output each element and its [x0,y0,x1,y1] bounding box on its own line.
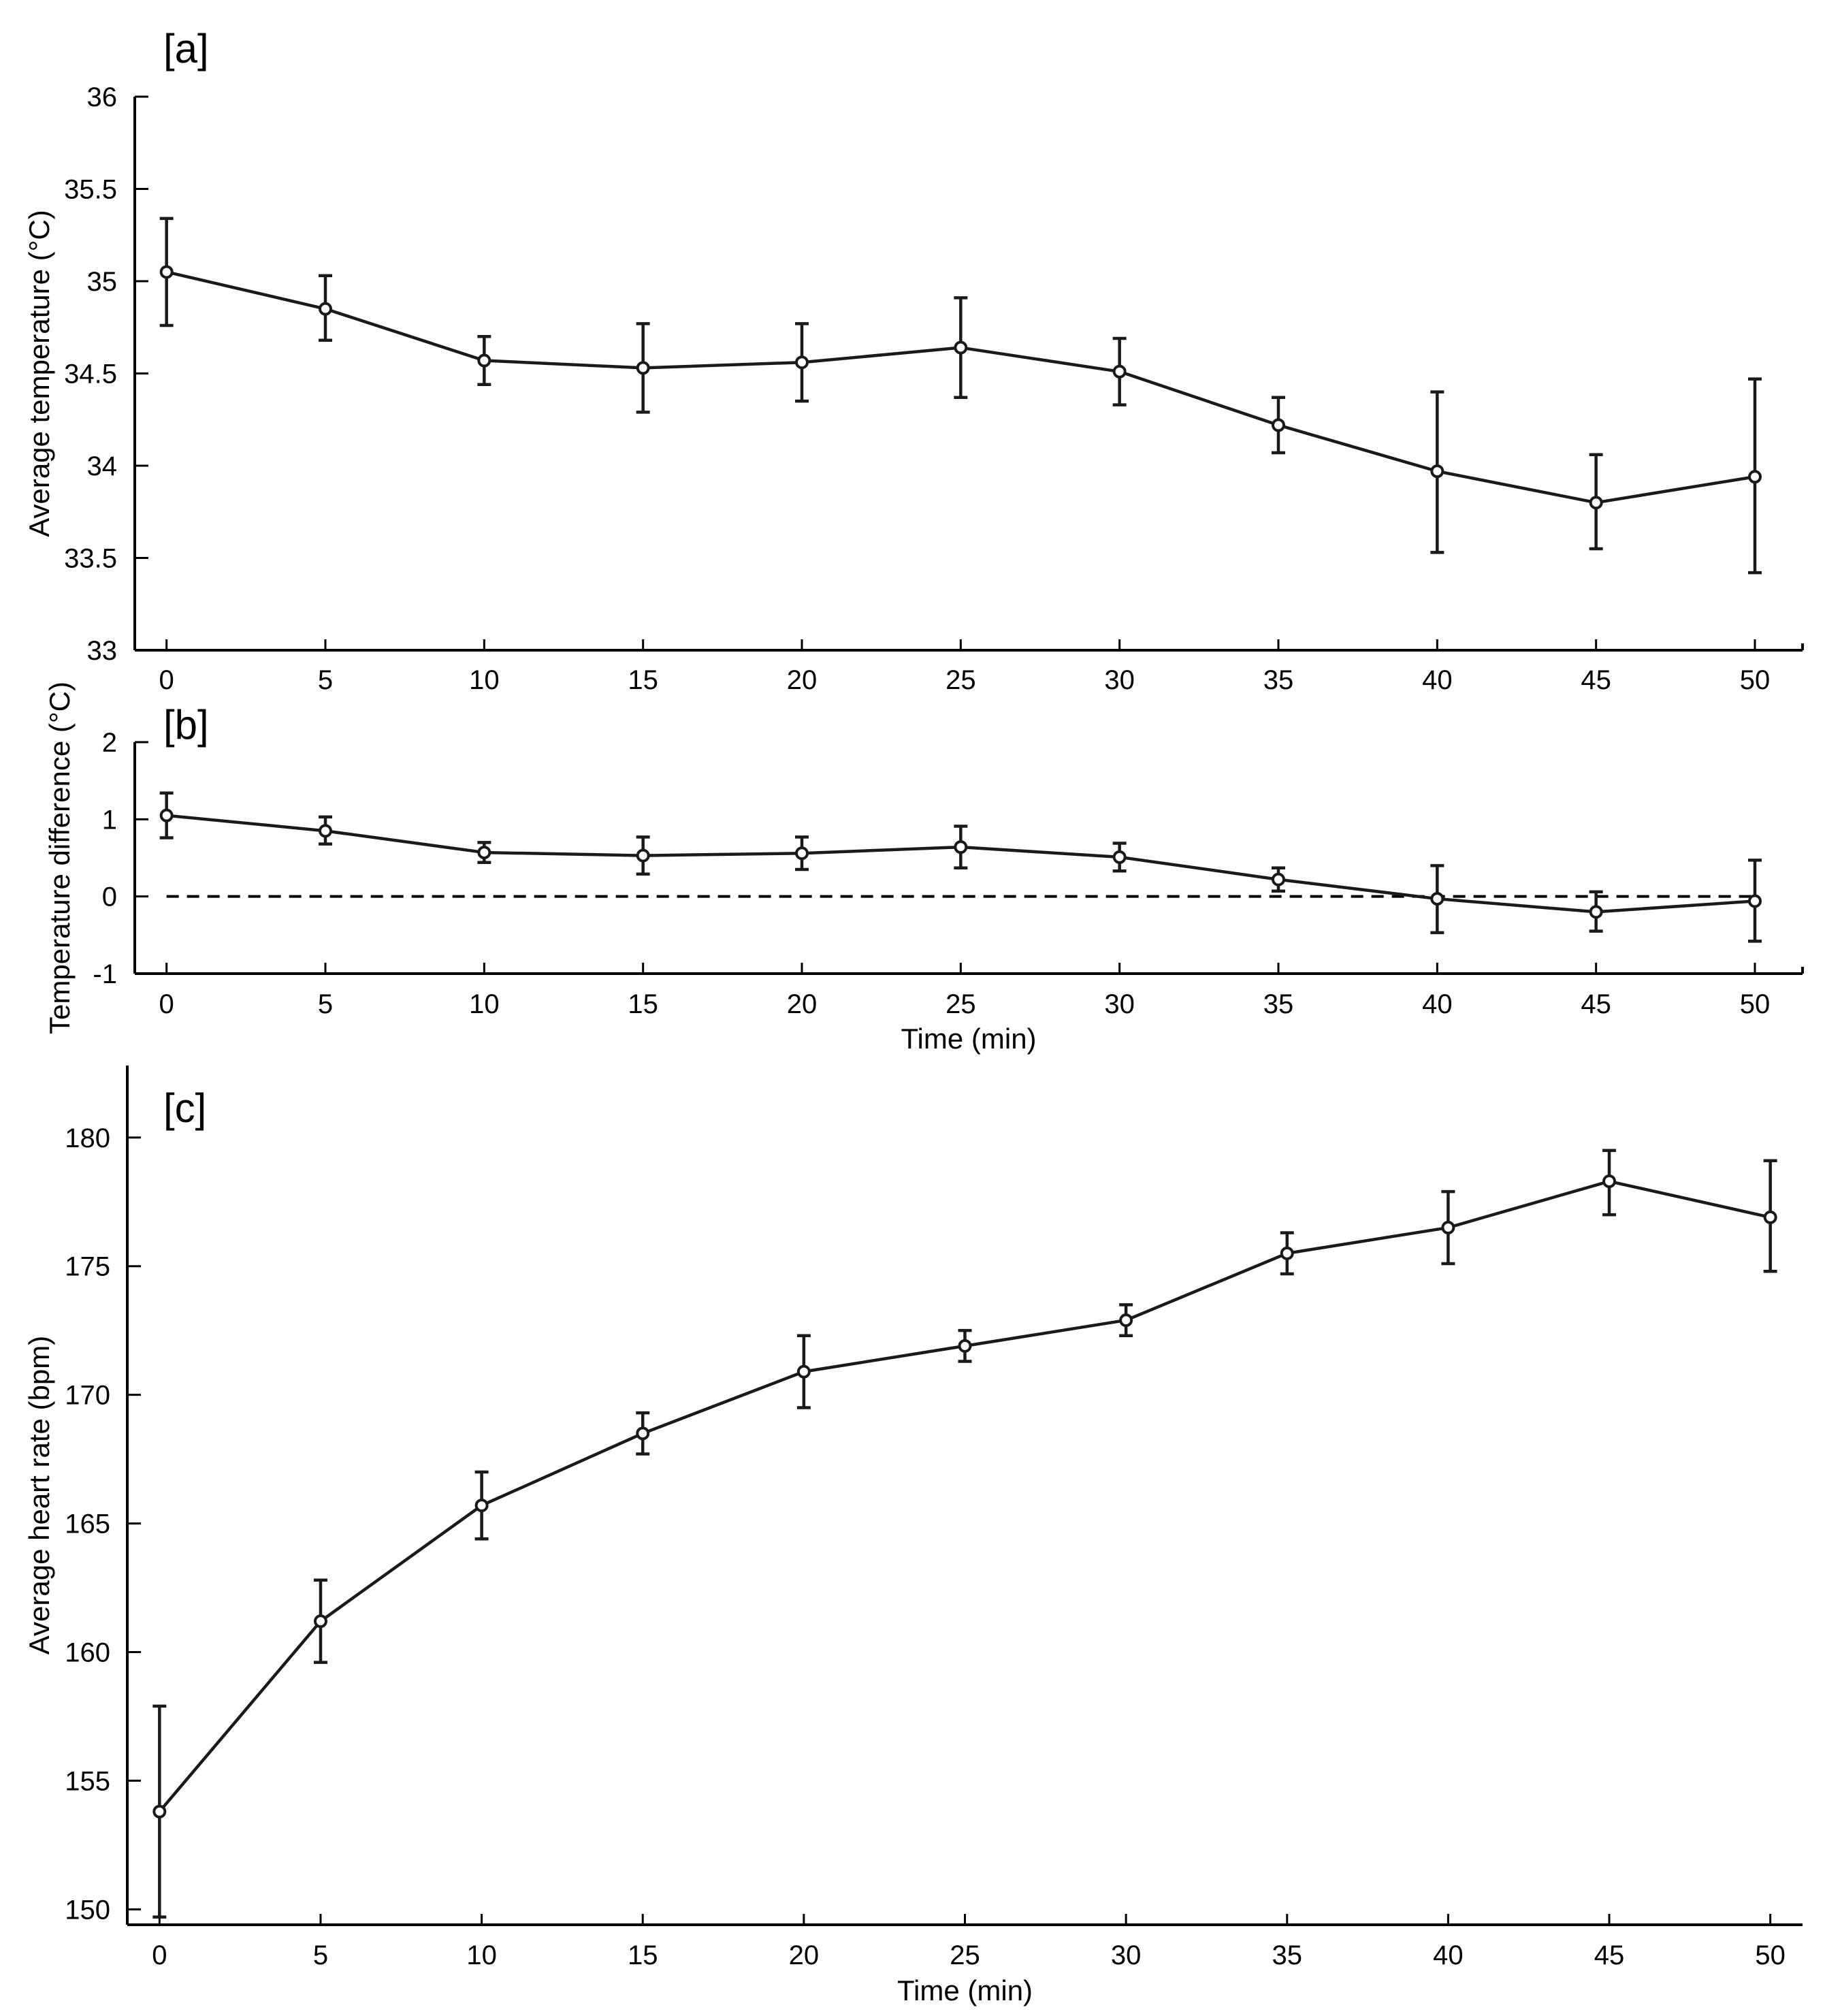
x-tick-label: 30 [1104,665,1135,695]
x-tick-label: 15 [628,665,658,695]
data-point [159,808,174,822]
x-tick-label: 35 [1272,1940,1303,1970]
panel-label: [a] [163,26,209,71]
y-tick-label: 165 [65,1509,110,1539]
y-tick-label: 33 [87,636,118,666]
x-tick-label: 20 [787,989,818,1019]
panel-label: [c] [163,1085,206,1131]
x-tick-label: 50 [1740,989,1771,1019]
y-tick-label: 33.5 [64,544,117,574]
data-point [1602,1174,1617,1189]
x-axis-title: Time (min) [897,1974,1033,2006]
x-tick-label: 15 [628,989,658,1019]
data-point [1119,1313,1133,1328]
data-point [1748,894,1762,908]
x-tick-label: 5 [318,665,333,695]
y-axis-title: Temperature difference (°C) [44,682,76,1034]
data-point [1272,418,1285,432]
y-axis-title: Average temperature (°C) [23,210,55,537]
y-tick-label: 34.5 [64,359,117,389]
data-point [1430,892,1444,906]
y-tick-label: 2 [102,728,117,758]
x-tick-label: 50 [1740,665,1771,695]
x-tick-label: 15 [628,1940,658,1970]
x-tick-label: 35 [1263,665,1294,695]
y-tick-label: 155 [65,1766,110,1796]
x-tick-label: 40 [1422,989,1453,1019]
data-point [1112,364,1127,379]
data-point [1441,1221,1455,1235]
data-point [954,340,968,355]
data-point [954,840,968,854]
x-tick-label: 50 [1755,1940,1786,1970]
x-tick-label: 45 [1581,989,1611,1019]
y-tick-label: 36 [87,82,118,112]
y-tick-label: 35.5 [64,175,117,205]
x-tick-label: 40 [1422,665,1453,695]
data-point [636,1426,650,1441]
data-point [313,1614,327,1629]
y-axis-title: Average heart rate (bpm) [23,1336,55,1654]
y-tick-label: 175 [65,1252,110,1282]
x-tick-label: 25 [950,1940,980,1970]
x-tick-label: 0 [152,1940,167,1970]
x-tick-label: 20 [787,665,818,695]
data-point [1430,464,1444,479]
data-point [795,355,809,370]
x-tick-label: 30 [1111,1940,1142,1970]
x-tick-label: 0 [159,989,174,1019]
panel-a: [a] 33 33.5 34 34.5 35 35.5 36 0 5 10 15 20 25 30 35 40 4… [23,26,1804,695]
panel-label: [b] [163,702,209,748]
data-point [1748,470,1762,484]
x-tick-label: 5 [313,1940,328,1970]
x-axis-title: Time (min) [901,1023,1036,1055]
data-point [319,302,332,316]
data-point [1112,850,1127,864]
x-tick-label: 0 [159,665,174,695]
y-tick-label: 34 [87,451,118,481]
x-tick-label: 35 [1263,989,1294,1019]
x-tick-label: 25 [946,665,976,695]
x-tick-label: 10 [469,665,500,695]
data-point [958,1339,972,1353]
x-tick-label: 5 [318,989,333,1019]
y-tick-label: 170 [65,1381,110,1411]
data-point [636,848,650,863]
data-point [474,1499,489,1513]
data-point [477,353,491,368]
panel-c: [c] 150 155 160 165 170 175 180 0 5 10 15 20 25 30 35 40… [23,1066,1803,2006]
data-point [319,824,332,838]
series-line [158,1179,1771,1813]
x-tick-label: 45 [1594,1940,1625,1970]
x-tick-label: 25 [946,989,976,1019]
y-tick-label: -1 [93,959,117,989]
y-tick-label: 180 [65,1123,110,1153]
data-point [1272,872,1285,886]
x-tick-label: 10 [466,1940,497,1970]
x-tick-label: 10 [469,989,500,1019]
data-point [796,1364,811,1379]
y-tick-label: 150 [65,1895,110,1925]
data-point [1763,1210,1777,1224]
x-tick-label: 30 [1104,989,1135,1019]
data-point [159,265,174,279]
y-tick-label: 1 [102,805,117,835]
data-point [1589,496,1603,510]
data-point [477,846,491,860]
data-point [1589,905,1603,919]
x-tick-label: 20 [789,1940,820,1970]
data-point [152,1804,167,1819]
data-point [636,361,650,375]
data-point [795,846,809,861]
x-tick-label: 45 [1581,665,1611,695]
y-tick-label: 35 [87,267,118,297]
x-tick-label: 40 [1433,1940,1464,1970]
y-tick-label: 0 [102,882,117,912]
data-point [1280,1246,1294,1260]
y-tick-label: 160 [65,1637,110,1667]
